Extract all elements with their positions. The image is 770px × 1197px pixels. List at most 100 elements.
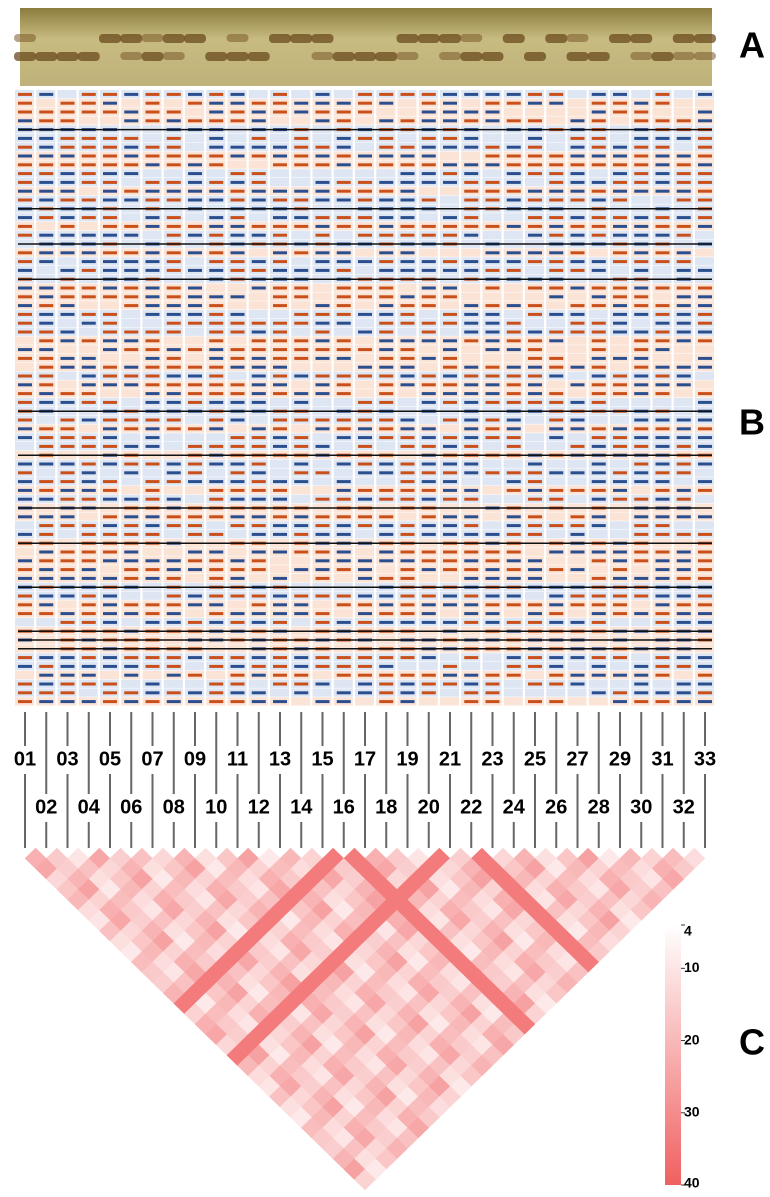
band: [507, 339, 521, 342]
matrix-cell: [504, 310, 523, 318]
band: [82, 595, 96, 598]
column-label: 23: [481, 748, 503, 770]
gel-band: [439, 52, 461, 60]
band: [528, 225, 542, 228]
band: [39, 251, 53, 254]
band: [124, 339, 138, 342]
band: [656, 700, 670, 703]
band: [571, 603, 585, 606]
band: [677, 498, 691, 501]
band: [592, 471, 606, 474]
band: [486, 612, 500, 615]
band: [39, 366, 53, 369]
band: [337, 480, 351, 483]
band: [464, 559, 478, 562]
matrix-cell: [270, 169, 289, 177]
band: [571, 674, 585, 677]
band: [188, 383, 202, 386]
gel-band: [567, 52, 589, 61]
band: [571, 427, 585, 430]
matrix-cell: [440, 152, 459, 160]
matrix-cell: [313, 363, 332, 371]
band: [486, 93, 500, 96]
band: [252, 172, 266, 175]
band: [528, 146, 542, 149]
band: [188, 155, 202, 158]
band: [401, 436, 415, 439]
band: [592, 612, 606, 615]
gel-band: [694, 52, 716, 60]
band: [39, 480, 53, 483]
band: [209, 331, 223, 334]
matrix-cell: [313, 600, 332, 608]
band: [188, 568, 202, 571]
band: [231, 401, 245, 404]
band: [443, 339, 457, 342]
band: [252, 489, 266, 492]
band: [592, 515, 606, 518]
gel-band: [460, 52, 482, 61]
band: [337, 313, 351, 316]
band: [464, 524, 478, 527]
band: [252, 348, 266, 351]
band: [634, 251, 648, 254]
band: [677, 322, 691, 325]
band: [528, 559, 542, 562]
band: [698, 683, 712, 686]
band: [103, 515, 117, 518]
matrix-cell: [653, 398, 672, 406]
band: [592, 190, 606, 193]
band: [146, 366, 160, 369]
band: [549, 234, 563, 237]
matrix-cell: [568, 389, 587, 397]
column-label: 07: [141, 748, 163, 770]
band: [39, 331, 53, 334]
band: [82, 216, 96, 219]
band: [464, 181, 478, 184]
matrix-cell: [483, 495, 502, 503]
band: [294, 471, 308, 474]
band: [209, 216, 223, 219]
band: [549, 102, 563, 105]
matrix-cell: [249, 160, 268, 168]
band: [167, 419, 181, 422]
band: [401, 199, 415, 202]
band: [231, 251, 245, 254]
band: [167, 225, 181, 228]
band: [231, 348, 245, 351]
band: [146, 577, 160, 580]
band: [61, 234, 75, 237]
gel-band: [673, 34, 695, 43]
band: [252, 498, 266, 501]
column-label: 33: [694, 748, 716, 770]
band: [698, 181, 712, 184]
band: [316, 357, 330, 360]
band: [316, 251, 330, 254]
band: [571, 595, 585, 598]
band: [103, 172, 117, 175]
band: [571, 287, 585, 290]
band: [401, 383, 415, 386]
band: [379, 700, 393, 703]
band: [61, 427, 75, 430]
band: [167, 471, 181, 474]
band: [103, 269, 117, 272]
matrix-cell: [610, 680, 629, 688]
band: [613, 199, 627, 202]
band: [188, 199, 202, 202]
band: [571, 155, 585, 158]
band: [464, 260, 478, 263]
band: [252, 480, 266, 483]
band: [124, 445, 138, 448]
band: [677, 612, 691, 615]
band: [167, 392, 181, 395]
band: [188, 225, 202, 228]
band: [103, 216, 117, 219]
band: [379, 533, 393, 536]
band: [124, 568, 138, 571]
band: [401, 339, 415, 342]
band: [656, 603, 670, 606]
band: [358, 568, 372, 571]
band: [273, 612, 287, 615]
band: [422, 260, 436, 263]
